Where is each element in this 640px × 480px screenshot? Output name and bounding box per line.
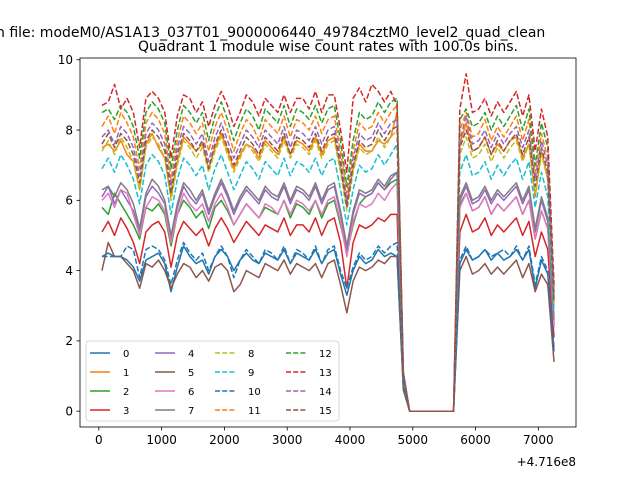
legend-label: 0	[123, 349, 129, 360]
legend-frame	[85, 340, 340, 422]
legend-entry-13: 13	[286, 368, 332, 379]
series-line-7	[101, 171, 555, 412]
series-line-10	[101, 241, 555, 412]
x-axis: 0 1000 2000 3000 4000 5000 6000 7000	[95, 427, 554, 447]
legend-label: 11	[248, 406, 261, 417]
legend-entry-7: 7	[155, 406, 194, 417]
legend-entry-0: 0	[90, 349, 129, 360]
y-tick-label: 4	[65, 264, 73, 278]
series-line-5	[101, 241, 555, 412]
axes-frame	[79, 57, 577, 428]
legend-label: 14	[319, 387, 332, 398]
y-tick-label: 6	[65, 194, 73, 208]
legend-entry-10: 10	[215, 387, 261, 398]
x-axis-offset-label: +4.716e8	[517, 455, 576, 469]
series-line-14	[101, 115, 555, 412]
x-tick-label: 1000	[146, 433, 177, 447]
x-tick-label: 2000	[209, 433, 240, 447]
legend-label: 10	[248, 387, 261, 398]
y-tick-label: 10	[58, 53, 73, 67]
axes-title: Quadrant 1 module wise count rates with …	[138, 39, 518, 55]
x-tick-label: 3000	[272, 433, 303, 447]
legend-label: 9	[248, 368, 254, 379]
y-tick-label: 2	[65, 334, 73, 348]
x-tick-label: 4000	[335, 433, 366, 447]
legend-label: 8	[248, 349, 254, 360]
series-line-8	[101, 129, 555, 412]
legend-label: 5	[188, 368, 194, 379]
legend-label: 7	[188, 406, 194, 417]
legend-entry-15: 15	[286, 406, 332, 417]
series-line-11	[101, 104, 555, 412]
legend-entry-12: 12	[286, 349, 332, 360]
legend-entry-2: 2	[90, 387, 129, 398]
legend-entry-6: 6	[155, 387, 194, 398]
legend-entry-9: 9	[215, 368, 254, 379]
series-line-13	[101, 73, 555, 412]
x-tick-label: 6000	[460, 433, 491, 447]
legend-label: 12	[319, 349, 332, 360]
x-tick-label: 7000	[523, 433, 554, 447]
series-line-1	[101, 111, 555, 412]
series-line-6	[101, 182, 555, 412]
figure-suptitle: n file: modeM0/AS1A13_037T01_9000006440_…	[0, 25, 545, 41]
legend-label: 1	[123, 368, 129, 379]
legend-entry-14: 14	[286, 387, 332, 398]
x-tick-label: 5000	[397, 433, 428, 447]
legend-entry-3: 3	[90, 406, 129, 417]
legend-label: 6	[188, 387, 194, 398]
legend-label: 3	[123, 406, 129, 417]
legend-entry-5: 5	[155, 368, 194, 379]
series-line-9	[101, 143, 555, 412]
series-line-15	[101, 125, 555, 412]
legend-label: 13	[319, 368, 332, 379]
legend-entry-1: 1	[90, 368, 129, 379]
series-line-3	[101, 213, 555, 412]
x-tick-label: 0	[95, 433, 103, 447]
legend-entry-4: 4	[155, 349, 194, 360]
legend-entry-8: 8	[215, 349, 254, 360]
y-axis: 0 2 4 6 8 10	[58, 53, 80, 418]
legend-entry-11: 11	[215, 406, 261, 417]
y-tick-label: 8	[65, 123, 73, 137]
series-layer	[101, 73, 555, 412]
legend-label: 2	[123, 387, 129, 398]
legend-label: 15	[319, 406, 332, 417]
legend-label: 4	[188, 349, 194, 360]
y-tick-label: 0	[65, 404, 73, 418]
